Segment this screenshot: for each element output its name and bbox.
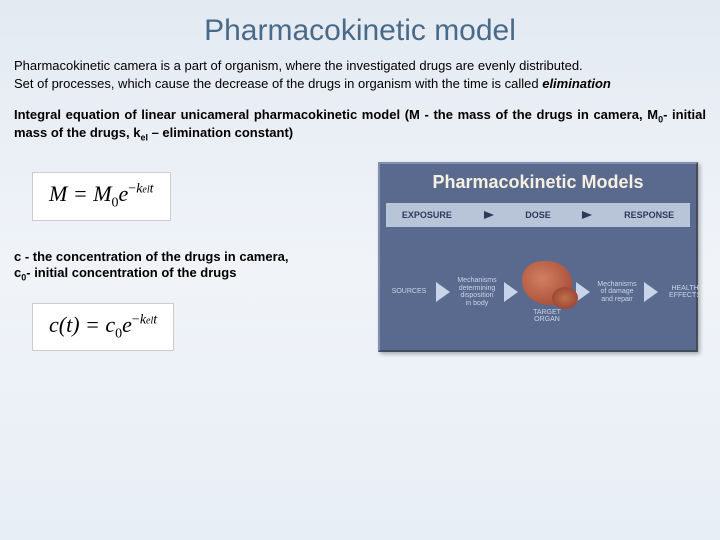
hb: EFFECTS: [669, 292, 701, 299]
paragraph-definition: Pharmacokinetic camera is a part of orga…: [0, 58, 720, 74]
p3-a: Integral equation of linear unicameral p…: [14, 107, 409, 122]
eq1-el: el: [142, 185, 149, 196]
p3-m0: M: [647, 107, 658, 122]
m1d: in body: [466, 300, 489, 307]
diagram-title: Pharmacokinetic Models: [380, 164, 696, 203]
arrow-icon: [436, 282, 450, 302]
eq2-t: t: [153, 312, 157, 327]
conc-a: с - the concentration of the drugs in ca…: [14, 249, 289, 264]
paragraph-elimination: Set of processes, which cause the decrea…: [0, 76, 720, 92]
p3-m: M: [409, 107, 420, 122]
concentration-text: с - the concentration of the drugs in ca…: [14, 249, 354, 285]
eq1-m: M: [93, 181, 111, 206]
bar-arrow-icon: [484, 211, 494, 219]
diagram-body: SOURCES Mechanisms determining dispositi…: [380, 233, 696, 351]
arrow-icon: [504, 282, 518, 302]
eq1-e: e: [119, 181, 129, 206]
m2a: Mechanisms: [597, 281, 636, 288]
m1b: determining: [459, 285, 496, 292]
pk-models-diagram: Pharmacokinetic Models EXPOSURE DOSE RES…: [378, 162, 698, 352]
paragraph-equation-intro: Integral equation of linear unicameral p…: [0, 107, 720, 145]
equation-row: M = M0e−kelt с - the concentration of th…: [0, 162, 720, 379]
p3-i: – elimination constant): [148, 125, 293, 140]
m2b: of damage: [600, 288, 633, 295]
eq1-neg: −: [128, 182, 136, 197]
page-title: Pharmacokinetic model: [0, 0, 720, 58]
eq1-sub: 0: [112, 196, 119, 211]
eq1-lhs: M: [49, 181, 67, 206]
p3-kel: el: [140, 133, 148, 143]
arrow-icon: [576, 282, 590, 302]
m2c: and repair: [601, 296, 633, 303]
eq2-text: c(t) = c0e−kelt: [49, 312, 157, 337]
bar-response: RESPONSE: [624, 210, 674, 220]
bar-dose: DOSE: [525, 210, 551, 220]
eq2-e: e: [122, 312, 132, 337]
bar-arrow-icon: [582, 211, 592, 219]
elim-text: Set of processes, which cause the decrea…: [14, 76, 542, 91]
label-mech2: Mechanisms of damage and repair: [594, 281, 640, 304]
ha: HEALTH: [671, 285, 698, 292]
eq2-c: c: [105, 312, 115, 337]
equation-column: M = M0e−kelt с - the concentration of th…: [14, 162, 354, 379]
ta: TARGET: [533, 309, 561, 316]
organ-icon: [522, 261, 572, 305]
label-mech1: Mechanisms determining disposition in bo…: [454, 277, 500, 308]
label-target: TARGET ORGAN: [522, 309, 572, 324]
m1a: Mechanisms: [457, 277, 496, 284]
eq1-t: t: [150, 182, 154, 197]
elim-term: elimination: [542, 76, 611, 91]
equation-mass: M = M0e−kelt: [32, 172, 171, 220]
eq2-neg: −: [132, 312, 140, 327]
bar-exposure: EXPOSURE: [402, 210, 452, 220]
label-sources: SOURCES: [386, 288, 432, 296]
equation-concentration: c(t) = c0e−kelt: [32, 303, 174, 351]
p3-c: - the mass of the drugs in camera,: [420, 107, 647, 122]
tb: ORGAN: [534, 316, 560, 323]
eq2-lhs: c(t): [49, 312, 80, 337]
arrow-icon: [644, 282, 658, 302]
diagram-column: Pharmacokinetic Models EXPOSURE DOSE RES…: [354, 162, 706, 352]
eq1-text: M = M0e−kelt: [49, 181, 154, 206]
conc-d: - initial concentration of the drugs: [26, 265, 236, 280]
m1c: disposition: [460, 292, 493, 299]
diagram-bar: EXPOSURE DOSE RESPONSE: [386, 203, 690, 227]
label-health: HEALTH EFFECTS: [662, 285, 708, 300]
